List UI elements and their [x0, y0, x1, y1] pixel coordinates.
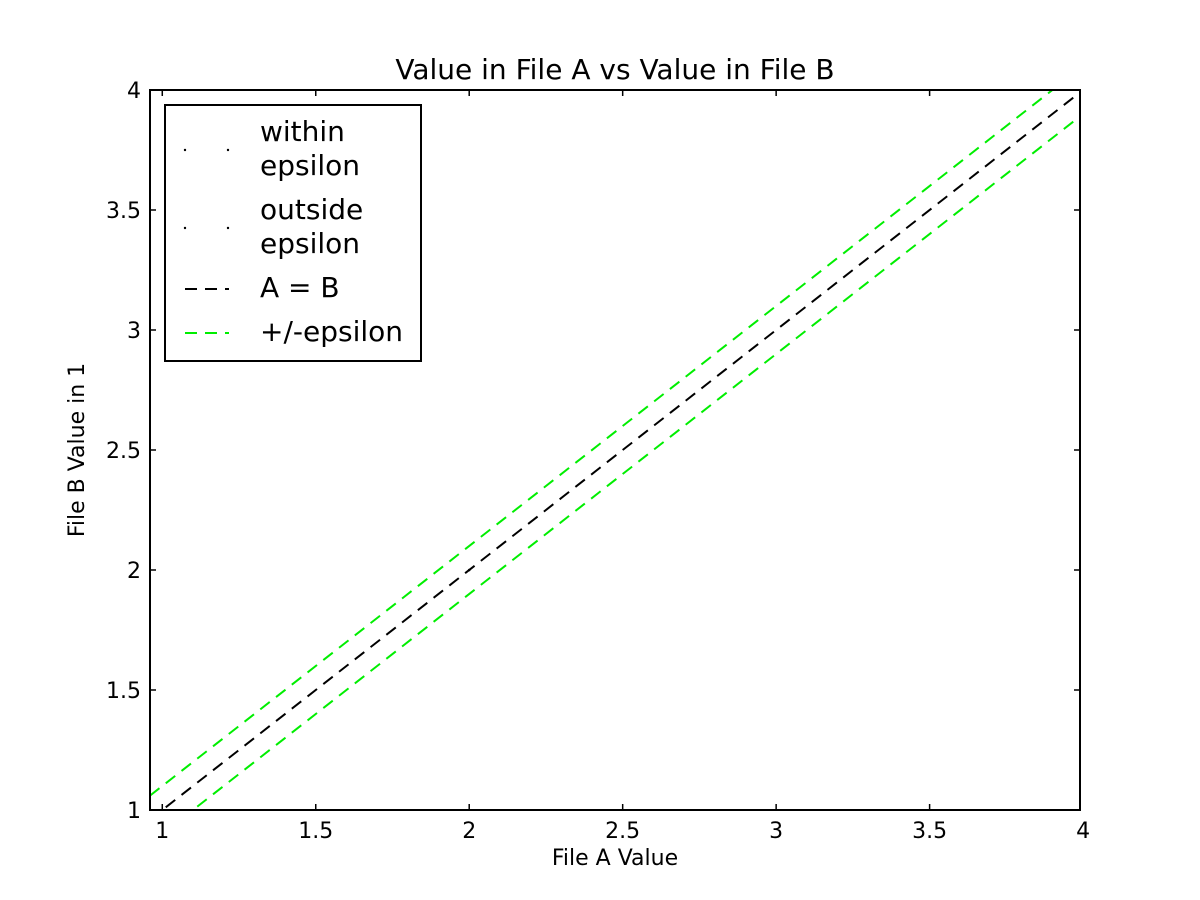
series-3-line-0 — [150, 90, 1054, 797]
legend-label-1-0: outside — [260, 193, 363, 226]
y-tick-label-6: 4 — [127, 79, 141, 104]
legend-label-2-0: A = B — [260, 271, 340, 304]
legend-marker-0-a — [183, 148, 187, 152]
legend-label-3-0: +/-epsilon — [260, 315, 403, 348]
y-tick-label-0: 1 — [127, 799, 141, 824]
legend-marker-0-b — [226, 148, 230, 152]
x-tick-label-0: 1 — [155, 819, 169, 844]
legend-marker-1-a — [183, 226, 187, 230]
y-tick-label-1: 1.5 — [106, 679, 141, 704]
x-tick-label-6: 4 — [1076, 819, 1090, 844]
x-tick-label-4: 3 — [769, 819, 783, 844]
series-3-line-1 — [191, 115, 1080, 810]
x-tick-label-3: 2.5 — [605, 819, 640, 844]
y-tick-label-4: 3 — [127, 319, 141, 344]
legend-box — [164, 104, 422, 362]
legend-label-0-0: within — [260, 115, 345, 148]
series-2-line-0 — [160, 91, 1080, 810]
y-axis-label: File B Value in 1 — [65, 363, 90, 537]
legend-label-1-1: epsilon — [260, 227, 360, 260]
series-layer — [150, 90, 1080, 810]
x-axis-label: File A Value — [552, 846, 678, 871]
x-tick-label-2: 2 — [462, 819, 476, 844]
x-tick-label-5: 3.5 — [912, 819, 947, 844]
legend-marker-1-b — [226, 226, 230, 230]
chart-title: Value in File A vs Value in File B — [395, 53, 834, 86]
legend-label-0-1: epsilon — [260, 149, 360, 182]
y-tick-label-3: 2.5 — [106, 439, 141, 464]
y-tick-label-5: 3.5 — [106, 199, 141, 224]
x-tick-label-1: 1.5 — [298, 819, 333, 844]
ticks-layer: 1 1.5 2 2.5 3 3.5 4 1 1.5 2 2.5 3 3.5 4 — [106, 79, 1090, 844]
y-tick-label-2: 2 — [127, 559, 141, 584]
